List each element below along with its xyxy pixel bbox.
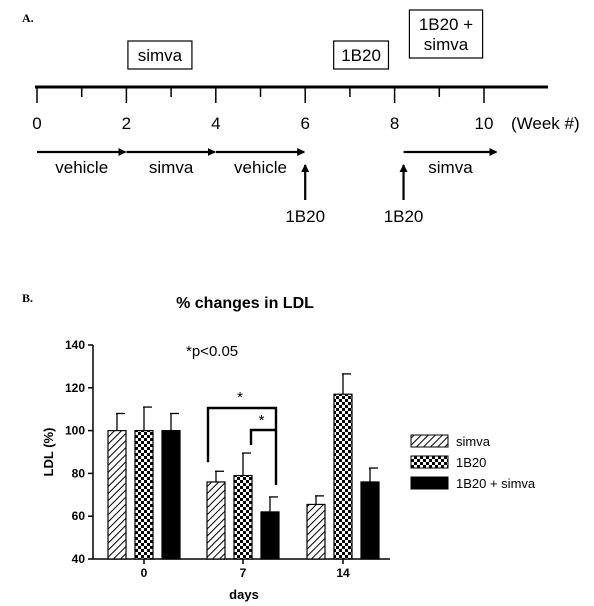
period-arrows: vehicle simva vehicle simva (37, 148, 498, 177)
treatment-box-label: 1B20 + (419, 15, 473, 34)
y-tick-label: 40 (72, 552, 86, 566)
week-tick-label: 4 (211, 114, 220, 133)
panel-b: B. % changes in LDL *p<0.05 LDL (%) days… (22, 291, 536, 602)
bar (134, 430, 154, 560)
x-axis-title: days (229, 587, 259, 602)
period-label: simva (149, 158, 194, 177)
treatment-box-label: simva (424, 35, 469, 54)
bar (360, 481, 380, 560)
significance-bracket (206, 406, 278, 485)
timeline-labels: 0 2 4 6 8 10 (32, 114, 493, 133)
injection-label: 1B20 (285, 207, 325, 226)
legend-swatch (410, 455, 449, 469)
significance-bracket (249, 428, 276, 446)
bar (206, 481, 226, 560)
period-label: vehicle (55, 158, 108, 177)
week-tick-label: 6 (300, 114, 309, 133)
y-tick-label: 140 (65, 338, 85, 352)
bar (107, 430, 127, 560)
bar (306, 503, 326, 560)
period-label: vehicle (234, 158, 287, 177)
legend-label: simva (456, 434, 491, 449)
significance-star: * (237, 389, 243, 406)
timeline-minor-ticks (36, 87, 485, 103)
chart-title: % changes in LDL (176, 295, 314, 312)
week-tick-label: 0 (32, 114, 41, 133)
injection-label: 1B20 (384, 207, 424, 226)
panel-b-label: B. (22, 291, 33, 305)
bar (333, 393, 353, 560)
legend-swatch (410, 476, 449, 490)
treatment-box (127, 40, 193, 70)
y-tick-label: 80 (72, 466, 86, 480)
injection-arrows: 1B20 1B20 (285, 164, 424, 226)
legend-swatch (410, 434, 449, 448)
y-axis: 40 60 80 100 120 140 (65, 338, 94, 566)
y-tick-label: 100 (65, 424, 85, 438)
legend-label: 1B20 + simva (456, 476, 536, 491)
week-tick-label: 10 (475, 114, 494, 133)
y-axis-title: LDL (%) (41, 428, 56, 477)
x-axis: 0 7 14 (93, 558, 390, 580)
x-tick-label: 14 (336, 566, 350, 580)
legend-label: 1B20 (456, 455, 486, 470)
bar (260, 511, 280, 560)
week-tick-label: 8 (390, 114, 399, 133)
treatment-box-label: simva (138, 46, 183, 65)
y-tick-label: 120 (65, 381, 85, 395)
treatment-box (408, 9, 484, 59)
x-tick-label: 7 (240, 566, 247, 580)
significance-note: *p<0.05 (186, 343, 238, 360)
significance-brackets: ** (206, 389, 278, 485)
bars (107, 373, 380, 560)
treatment-box (333, 40, 390, 70)
week-unit-label: (Week #) (511, 114, 580, 133)
week-tick-label: 2 (122, 114, 131, 133)
significance-star: * (259, 412, 265, 429)
period-label: simva (428, 158, 473, 177)
bar (161, 430, 181, 560)
bar (233, 474, 253, 560)
treatment-box-label: 1B20 (341, 46, 381, 65)
panel-a-label: A. (22, 11, 34, 25)
y-tick-label: 60 (72, 509, 86, 523)
x-tick-label: 0 (141, 566, 148, 580)
legend: simva 1B20 1B20 + simva (410, 434, 536, 491)
